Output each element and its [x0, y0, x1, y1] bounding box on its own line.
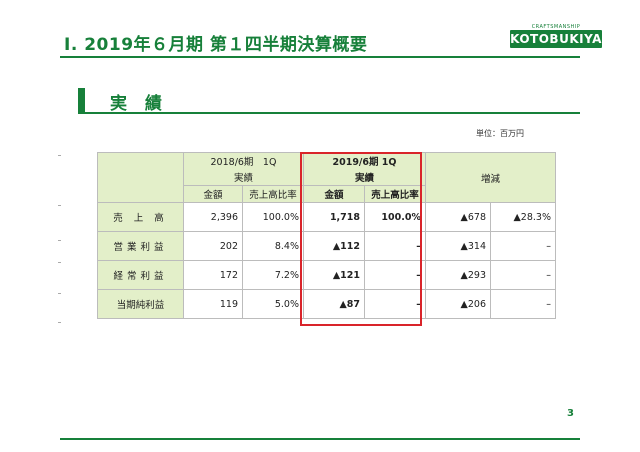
page-number: 3: [567, 408, 574, 419]
row-label: 営業利益: [97, 231, 184, 261]
prev-ratio-cell: 8.4%: [242, 231, 304, 261]
curr-actual-header: 実績: [303, 169, 426, 186]
change-pct-cell: ▲28.3%: [490, 202, 556, 232]
margin-tick: [58, 262, 61, 263]
curr-amount-cell: ▲87: [303, 289, 365, 319]
prev-ratio-cell: 5.0%: [242, 289, 304, 319]
results-table: 2018/6期 1Q 2019/6期 1Q 増減 実績 実績 金額 売上高比率 …: [97, 152, 556, 319]
change-amount-cell: ▲314: [425, 231, 491, 261]
logo-tagline: CRAFTSMANSHIP: [531, 24, 581, 30]
margin-tick: [58, 293, 61, 294]
prev-amount-cell: 202: [183, 231, 243, 261]
prev-amount-header: 金額: [183, 185, 243, 203]
row-label: 経常利益: [97, 260, 184, 290]
prev-ratio-cell: 7.2%: [242, 260, 304, 290]
section-accent-bar: [78, 88, 85, 114]
margin-tick: [58, 155, 61, 156]
corner-header-cell: [97, 152, 184, 203]
prev-period-header: 2018/6期 1Q: [183, 152, 304, 169]
section-title: 実 績: [110, 94, 168, 114]
prev-amount-cell: 119: [183, 289, 243, 319]
prev-actual-header: 実績: [183, 169, 304, 186]
row-label: 売 上 高: [97, 202, 184, 232]
kotobukiya-logo: CRAFTSMANSHIP KOTOBUKIYA: [510, 24, 602, 52]
change-amount-cell: ▲678: [425, 202, 491, 232]
change-amount-cell: ▲293: [425, 260, 491, 290]
curr-ratio-cell: –: [364, 289, 426, 319]
table-row: 当期純利益 119 5.0% ▲87 – ▲206 –: [97, 289, 556, 319]
change-header: 増減: [425, 152, 556, 203]
margin-tick: [58, 322, 61, 323]
table-row: 売 上 高 2,396 100.0% 1,718 100.0% ▲678 ▲28…: [97, 202, 556, 232]
change-amount-cell: ▲206: [425, 289, 491, 319]
prev-amount-cell: 2,396: [183, 202, 243, 232]
curr-ratio-header: 売上高比率: [364, 185, 426, 203]
footer-divider: [60, 438, 580, 440]
current-period-highlight-box: [300, 152, 422, 326]
margin-tick: [58, 240, 61, 241]
change-pct-cell: –: [490, 289, 556, 319]
slide-title: Ⅰ. 2019年６月期 第１四半期決算概要: [64, 35, 368, 55]
margin-tick: [58, 205, 61, 206]
row-label: 当期純利益: [97, 289, 184, 319]
prev-ratio-header: 売上高比率: [242, 185, 304, 203]
change-pct-cell: –: [490, 260, 556, 290]
logo-wordmark: KOTOBUKIYA: [510, 30, 602, 48]
curr-period-header: 2019/6期 1Q: [303, 152, 426, 169]
unit-label: 単位：百万円: [476, 129, 524, 138]
prev-amount-cell: 172: [183, 260, 243, 290]
curr-amount-cell: ▲112: [303, 231, 365, 261]
title-divider: [60, 56, 580, 58]
section-underline: [85, 112, 580, 114]
prev-ratio-cell: 100.0%: [242, 202, 304, 232]
change-pct-cell: –: [490, 231, 556, 261]
